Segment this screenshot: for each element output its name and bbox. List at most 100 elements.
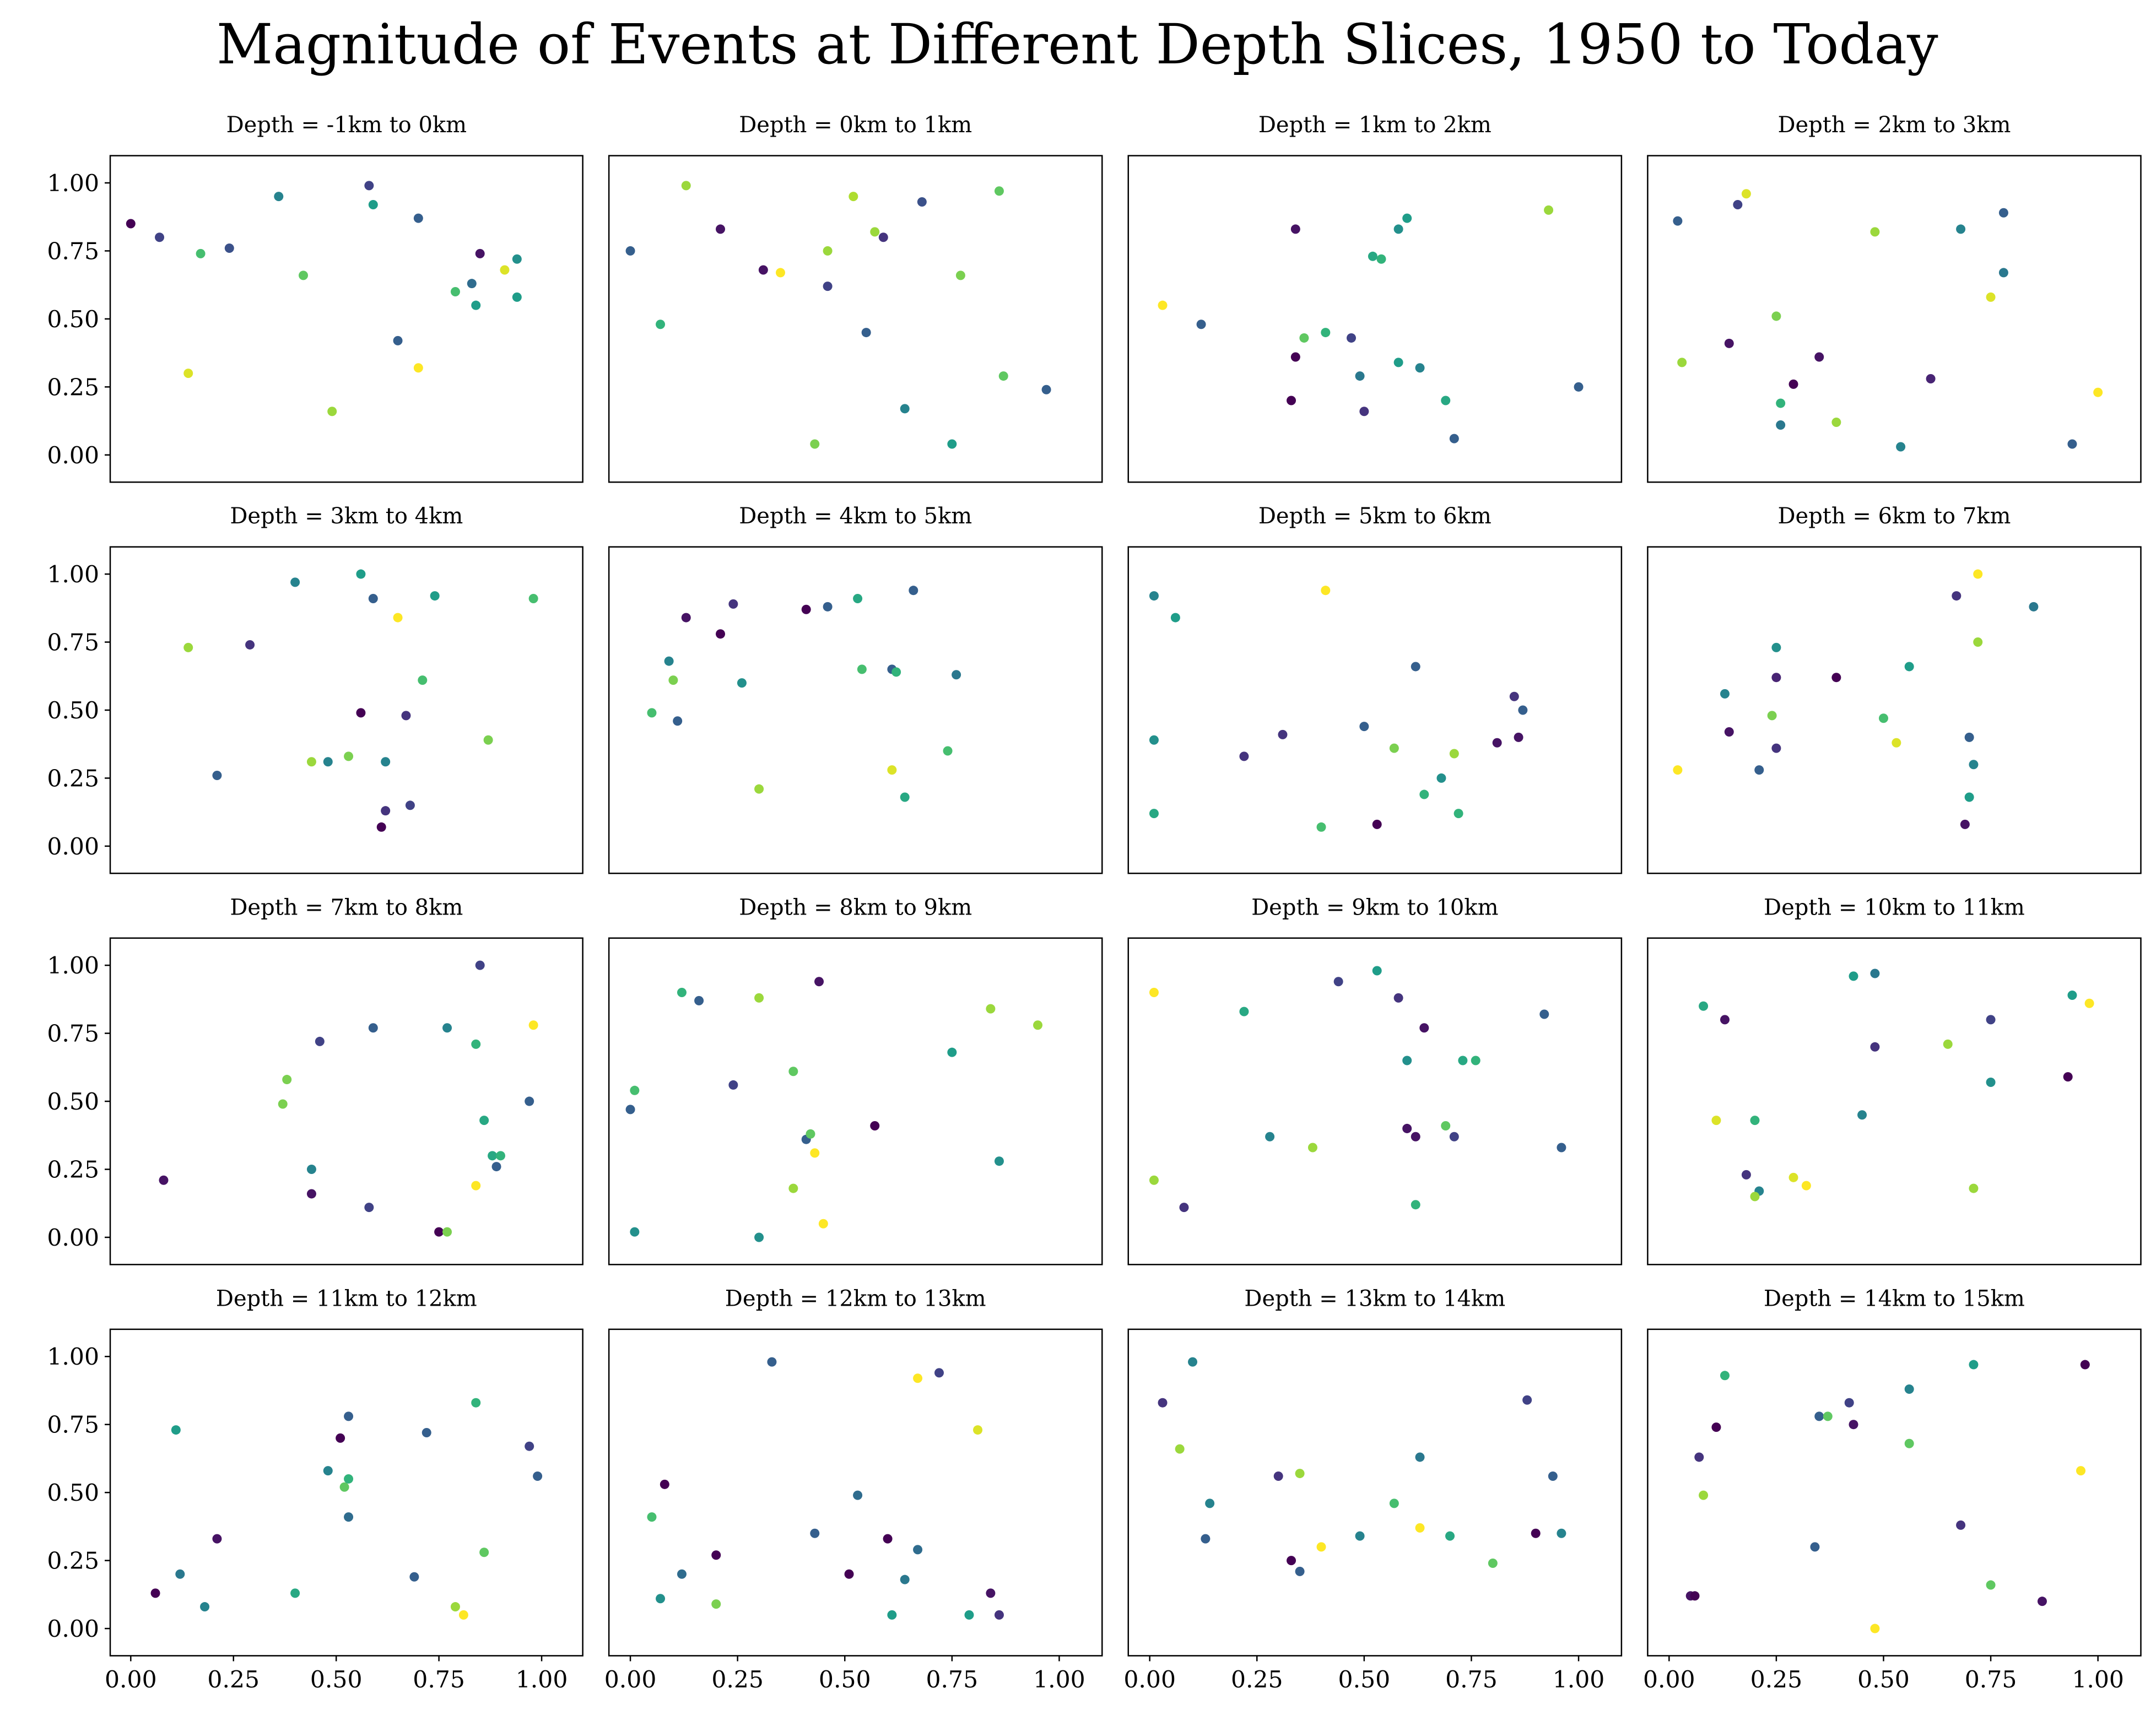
y-tick-label: 1.00 — [47, 561, 99, 588]
scatter-point — [1673, 765, 1683, 775]
scatter-point — [171, 1425, 181, 1435]
scatter-point — [823, 246, 833, 256]
scatter-point — [656, 1594, 666, 1604]
scatter-point — [630, 1085, 640, 1095]
scatter-point — [344, 1411, 354, 1421]
scatter-point — [512, 254, 522, 264]
scatter-point — [1831, 418, 1841, 428]
scatter-point — [2084, 998, 2094, 1008]
x-tick-label: 0.75 — [413, 1667, 465, 1694]
scatter-point — [1514, 732, 1523, 742]
subplot-panel: Depth = 9km to 10km — [1127, 895, 1623, 1265]
scatter-point — [364, 181, 374, 191]
subplot-panel: Depth = -1km to 0km 0.00 0.25 0.50 0.75 1.00 — [47, 112, 583, 483]
scatter-point — [1333, 977, 1343, 987]
scatter-point — [1393, 358, 1403, 367]
scatter-point — [1316, 822, 1326, 832]
subplot-panel: Depth = 11km to 12km 0.00 0.25 0.50 0.75 1.00… — [47, 1286, 583, 1694]
subplot-panel: Depth = 0km to 1km — [608, 112, 1103, 483]
scatter-point — [1492, 738, 1502, 748]
scatter-point — [1870, 227, 1880, 237]
scatter-point — [1372, 966, 1382, 976]
scatter-point — [434, 1227, 444, 1237]
subplot-grid: Depth = -1km to 0km0.000.250.500.751.00D… — [47, 112, 2142, 1694]
scatter-point — [955, 270, 965, 280]
scatter-point — [1849, 1420, 1858, 1430]
scatter-point — [1393, 993, 1403, 1003]
scatter-point — [126, 219, 136, 229]
scatter-point — [528, 1020, 538, 1030]
scatter-point — [450, 1602, 460, 1612]
scatter-point — [336, 1433, 345, 1443]
scatter-point — [1393, 224, 1403, 234]
scatter-point — [1389, 743, 1399, 753]
scatter-point — [1415, 1523, 1425, 1533]
scatter-point — [323, 1466, 333, 1476]
axes-frame — [608, 546, 1103, 874]
scatter-point — [245, 640, 255, 650]
scatter-point — [681, 613, 691, 623]
scatter-point — [909, 586, 918, 596]
scatter-point — [1969, 1360, 1979, 1370]
scatter-point — [356, 708, 366, 718]
scatter-point — [479, 1548, 489, 1557]
scatter-point — [818, 1219, 828, 1229]
scatter-point — [810, 1528, 820, 1538]
scatter-point — [150, 1588, 160, 1598]
y-tick-label: 0.25 — [47, 1157, 99, 1184]
scatter-point — [1711, 1422, 1721, 1432]
scatter-point — [323, 757, 333, 767]
scatter-point — [183, 642, 193, 652]
scatter-point — [1402, 1056, 1412, 1065]
scatter-point — [677, 1569, 687, 1579]
scatter-point — [1175, 1444, 1185, 1454]
subplot-title: Depth = 9km to 10km — [1251, 895, 1498, 920]
y-tick-label: 0.25 — [47, 765, 99, 792]
scatter-point — [625, 1105, 635, 1115]
scatter-point — [212, 770, 222, 780]
scatter-point — [1041, 385, 1051, 394]
scatter-point — [1776, 420, 1786, 430]
scatter-point — [1574, 382, 1584, 392]
scatter-point — [1449, 749, 1459, 759]
scatter-point — [175, 1569, 185, 1579]
scatter-point — [2037, 1597, 2047, 1606]
scatter-point — [870, 1121, 880, 1131]
scatter-point — [1299, 333, 1309, 343]
scatter-point — [1814, 352, 1824, 362]
scatter-point — [1458, 1056, 1468, 1065]
scatter-point — [1355, 371, 1365, 381]
scatter-point — [1771, 311, 1781, 321]
scatter-point — [224, 243, 234, 253]
subplot-panel: Depth = 10km to 11km — [1647, 895, 2142, 1265]
axes-frame — [1647, 546, 2142, 874]
scatter-point — [1741, 189, 1751, 199]
scatter-point — [913, 1373, 923, 1383]
scatter-point — [943, 746, 953, 756]
scatter-point — [479, 1116, 489, 1126]
scatter-point — [1750, 1192, 1760, 1202]
scatter-point — [1904, 1438, 1914, 1448]
axes-frame — [608, 937, 1103, 1265]
subplot-panel: Depth = 1km to 2km — [1127, 112, 1623, 483]
scatter-point — [1711, 1116, 1721, 1126]
scatter-point — [900, 404, 910, 414]
subplot-title: Depth = 7km to 8km — [230, 895, 463, 920]
scatter-point — [458, 1610, 468, 1620]
x-tick-label: 0.25 — [1750, 1667, 1803, 1694]
scatter-point — [1943, 1039, 1953, 1049]
scatter-point — [475, 960, 485, 970]
scatter-point — [668, 675, 678, 685]
scatter-point — [1295, 1469, 1305, 1479]
y-tick-label: 1.00 — [47, 1344, 99, 1371]
scatter-point — [767, 1357, 777, 1367]
x-tick-label: 0.00 — [1123, 1667, 1176, 1694]
scatter-point — [1956, 224, 1966, 234]
x-tick-label: 0.00 — [105, 1667, 157, 1694]
scatter-point — [947, 439, 957, 449]
y-tick-label: 0.50 — [47, 697, 99, 724]
scatter-point — [471, 1398, 481, 1408]
scatter-point — [1694, 1452, 1704, 1462]
x-tick-label: 0.25 — [207, 1667, 260, 1694]
scatter-point — [917, 197, 927, 207]
